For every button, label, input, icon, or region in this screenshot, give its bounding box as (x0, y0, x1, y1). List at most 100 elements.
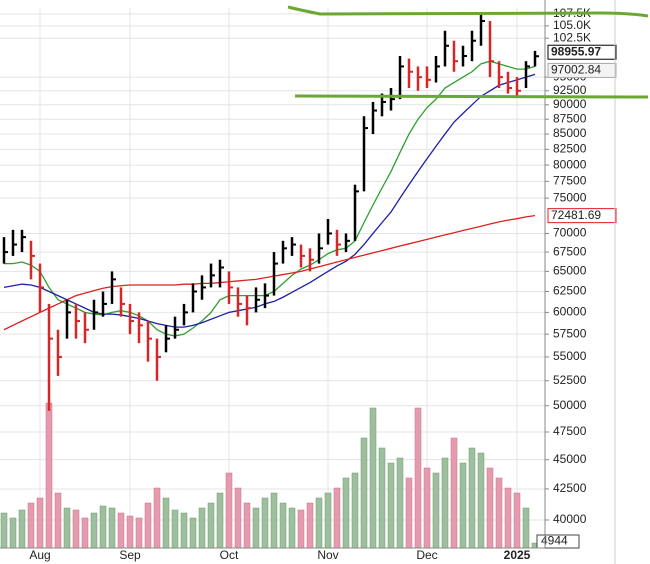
volume-bar (180, 512, 188, 549)
volume-bar (189, 517, 197, 549)
volume-bar (243, 502, 251, 549)
value-label: 72481.69 (551, 208, 601, 222)
x-tick-label: Sep (119, 548, 141, 562)
volume-bar (378, 447, 386, 549)
volume-bar (450, 437, 458, 549)
y-tick-label: 50000 (553, 398, 587, 412)
x-tick-label: Nov (317, 548, 338, 562)
annotation-line (294, 94, 649, 99)
y-tick-label: 65000 (553, 264, 587, 278)
volume-bar (63, 507, 71, 549)
volume-bar (477, 452, 485, 549)
value-box (536, 534, 580, 549)
volume-bar (297, 509, 305, 549)
y-tick-label: 42500 (553, 481, 587, 495)
y-tick-label: 80000 (553, 157, 587, 171)
volume-bar (351, 472, 359, 549)
y-tick-label: 57500 (553, 326, 587, 340)
y-tick-label: 92500 (553, 83, 587, 97)
volume-bar (126, 515, 134, 549)
volume-bar (36, 497, 44, 549)
y-tick-label: 40000 (553, 512, 587, 526)
volume-bar (252, 507, 260, 549)
y-tick-label: 55000 (553, 349, 587, 363)
y-tick-label: 67500 (553, 244, 587, 258)
volume-bar (153, 487, 161, 549)
volume-bar (0, 512, 8, 549)
x-tick-label: 2025 (504, 548, 531, 562)
volume-bar (198, 507, 206, 549)
volume-bar (54, 492, 62, 549)
volume-bar (135, 517, 143, 549)
volume-bar (144, 502, 152, 549)
volume-bar (18, 509, 26, 549)
y-tick-label: 45000 (553, 452, 587, 466)
x-tick-label: Aug (29, 548, 50, 562)
value-label: 97002.84 (551, 63, 601, 77)
price-bars (2, 13, 539, 411)
volume-bar (306, 502, 314, 549)
volume-bar (27, 502, 35, 549)
moving-average-line (3, 214, 536, 331)
volume-bar (423, 467, 431, 549)
volume-bars (0, 402, 539, 549)
volume-bar (234, 487, 242, 549)
volume-bar (360, 437, 368, 549)
y-tick-label: 62500 (553, 284, 587, 298)
volume-bar (162, 497, 170, 549)
x-tick-label: Oct (220, 548, 239, 562)
volume-bar (90, 512, 98, 549)
x-tick-label: Dec (416, 548, 437, 562)
volume-bar (171, 509, 179, 549)
volume-bar (270, 492, 278, 549)
volume-bar (72, 509, 80, 549)
volume-bar (405, 477, 413, 549)
y-tick-label: 77500 (553, 174, 587, 188)
y-tick-label: 85000 (553, 126, 587, 140)
volume-bar (288, 507, 296, 549)
volume-bar (504, 487, 512, 549)
y-tick-label: 52500 (553, 373, 587, 387)
volume-bar (279, 502, 287, 549)
volume-bar (333, 487, 341, 549)
volume-bar (324, 492, 332, 549)
y-tick-label: 105.0K (553, 18, 591, 32)
value-box (547, 208, 617, 224)
y-tick-label: 70000 (553, 226, 587, 240)
value-label: 4944 (541, 534, 568, 548)
y-tick-label: 82500 (553, 142, 587, 156)
volume-bar (486, 467, 494, 549)
volume-bar (99, 505, 107, 549)
volume-bar (9, 517, 17, 549)
volume-bar (432, 472, 440, 549)
volume-bar (108, 507, 116, 549)
volume-bar (225, 472, 233, 549)
volume-bar (81, 517, 89, 549)
volume-bar (441, 457, 449, 549)
y-tick-label: 47500 (553, 424, 587, 438)
volume-bar (207, 502, 215, 549)
y-tick-label: 75000 (553, 190, 587, 204)
y-tick-label: 87500 (553, 111, 587, 125)
moving-average-line (4, 60, 536, 337)
volume-bar (342, 477, 350, 549)
value-box (547, 62, 617, 78)
volume-bar (261, 497, 269, 549)
y-tick-label: 102.5K (553, 30, 591, 44)
volume-bar (513, 492, 521, 549)
value-label: 98955.97 (551, 44, 601, 58)
volume-bar (216, 492, 224, 549)
moving-average-line (3, 73, 536, 328)
annotation-line (287, 5, 649, 18)
volume-bar (468, 447, 476, 549)
y-tick-label: 60000 (553, 305, 587, 319)
volume-bar (459, 462, 467, 549)
volume-bar (387, 462, 395, 549)
volume-bar (117, 512, 125, 549)
y-tick-label: 90000 (553, 97, 587, 111)
value-box (547, 44, 617, 60)
volume-bar (396, 457, 404, 549)
volume-bar (522, 507, 530, 549)
